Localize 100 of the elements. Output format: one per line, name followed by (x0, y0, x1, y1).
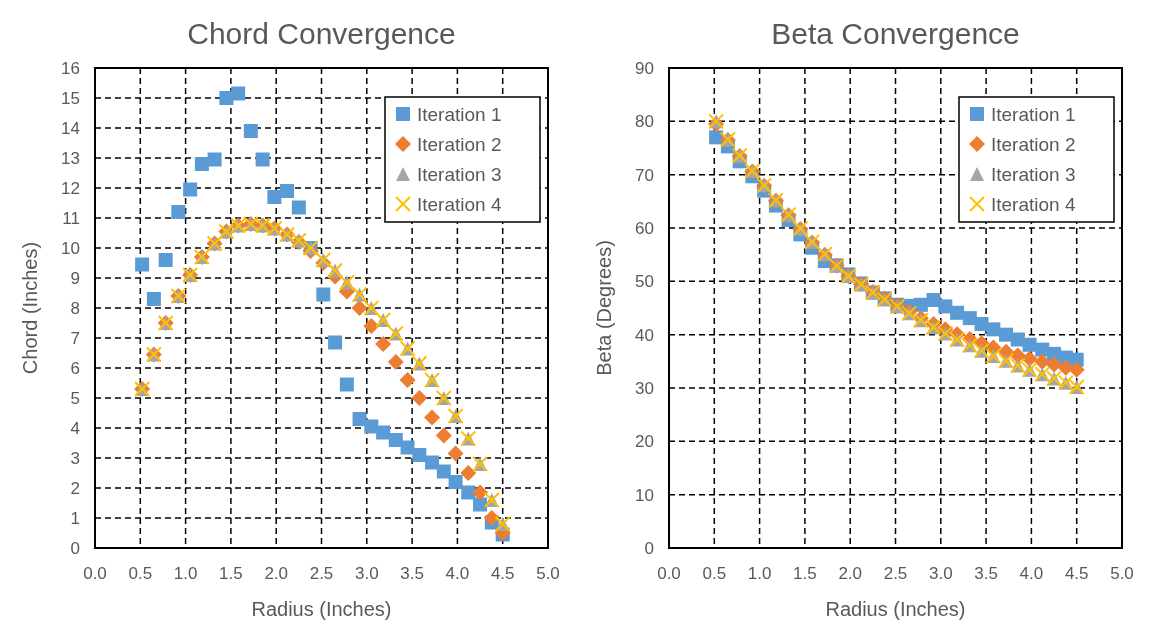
x-tick-label: 2.5 (883, 564, 908, 583)
x-tick-label: 0.0 (83, 564, 107, 583)
y-tick-label: 0 (70, 539, 80, 558)
y-tick-label: 7 (70, 329, 80, 348)
point (411, 390, 428, 406)
point (412, 448, 427, 462)
legend-label: Iteration 2 (417, 134, 502, 155)
point (399, 372, 416, 388)
point (376, 425, 391, 440)
y-tick-label: 12 (61, 179, 80, 198)
point (1034, 353, 1051, 370)
point (255, 152, 270, 167)
x-axis-title: Radius (Inches) (251, 598, 392, 620)
y-tick-label: 30 (635, 379, 654, 398)
legend-label: Iteration 4 (991, 194, 1076, 215)
legend-label: Iteration 1 (417, 104, 502, 125)
x-tick-label: 0.5 (128, 564, 153, 583)
y-tick-label: 14 (61, 119, 80, 138)
x-tick-label: 4.5 (1064, 564, 1089, 583)
point (388, 433, 403, 447)
y-tick-label: 60 (635, 219, 654, 238)
point (424, 409, 441, 426)
x-tick-label: 2.5 (309, 564, 334, 583)
point (938, 299, 953, 314)
x-tick-label: 3.5 (974, 564, 998, 583)
point (267, 190, 282, 204)
point (351, 300, 368, 316)
x-axis-title: Radius (Inches) (825, 598, 966, 620)
point (146, 292, 161, 306)
point (950, 305, 965, 320)
legend-label: Iteration 1 (991, 104, 1076, 125)
point (436, 464, 451, 479)
point (363, 318, 380, 334)
y-tick-label: 8 (70, 299, 80, 318)
x-tick-label: 4.0 (1019, 564, 1044, 583)
y-tick-label: 70 (635, 165, 654, 185)
legend-label: Iteration 3 (417, 164, 502, 185)
point (135, 257, 150, 272)
legend-label: Iteration 4 (417, 194, 502, 215)
point (447, 445, 464, 462)
point (194, 157, 209, 171)
point (387, 354, 404, 370)
point (352, 412, 367, 426)
y-tick-label: 10 (61, 239, 80, 258)
point (962, 311, 977, 326)
y-tick-label: 50 (635, 272, 654, 292)
y-tick-label: 3 (70, 449, 80, 468)
point (291, 200, 306, 215)
point (472, 484, 489, 501)
point (171, 205, 186, 219)
point (158, 253, 173, 267)
point (425, 455, 440, 470)
point (1068, 361, 1085, 378)
point (183, 182, 198, 197)
y-axis-title: Chord (Inches) (19, 241, 41, 375)
y-tick-label: 90 (635, 59, 654, 78)
point (460, 465, 477, 481)
x-tick-label: 4.5 (490, 564, 515, 583)
x-tick-label: 1.5 (793, 564, 817, 583)
y-tick-label: 2 (70, 479, 80, 498)
y-tick-label: 20 (635, 432, 654, 452)
point (1046, 356, 1063, 373)
y-tick-label: 6 (70, 359, 80, 378)
x-tick-label: 0.5 (702, 564, 727, 583)
x-tick-label: 3.0 (354, 564, 379, 583)
x-tick-label: 4.0 (445, 564, 470, 583)
point (448, 475, 463, 489)
y-tick-label: 40 (635, 325, 654, 345)
point (461, 485, 476, 500)
y-tick-label: 1 (70, 509, 80, 528)
point (339, 377, 354, 392)
chart-title: Beta Convergence (771, 17, 1020, 50)
point (316, 287, 331, 302)
legend-label: Iteration 3 (991, 164, 1076, 185)
y-tick-label: 11 (62, 209, 80, 228)
chart-title: Chord Convergence (187, 17, 456, 50)
point (483, 510, 500, 526)
y-tick-label: 13 (61, 149, 80, 168)
point (231, 86, 246, 101)
y-tick-label: 4 (70, 419, 80, 438)
y-tick-label: 16 (61, 59, 80, 78)
x-tick-label: 5.0 (536, 564, 560, 583)
point (328, 335, 343, 350)
y-tick-label: 9 (70, 269, 80, 288)
point (435, 427, 452, 444)
x-tick-label: 0.0 (657, 564, 681, 583)
legend-label: Iteration 2 (991, 134, 1076, 155)
point (1057, 359, 1074, 376)
point (375, 336, 392, 352)
point (364, 419, 379, 434)
point (280, 184, 295, 198)
y-axis-title: Beta (Degrees) (593, 240, 615, 376)
x-tick-label: 1.5 (219, 564, 243, 583)
y-tick-label: 10 (635, 485, 654, 505)
y-tick-label: 0 (644, 539, 654, 558)
point (207, 152, 222, 167)
x-tick-label: 1.0 (747, 564, 772, 583)
y-tick-label: 15 (61, 89, 80, 108)
x-tick-label: 3.0 (928, 564, 953, 583)
x-tick-label: 3.5 (400, 564, 424, 583)
